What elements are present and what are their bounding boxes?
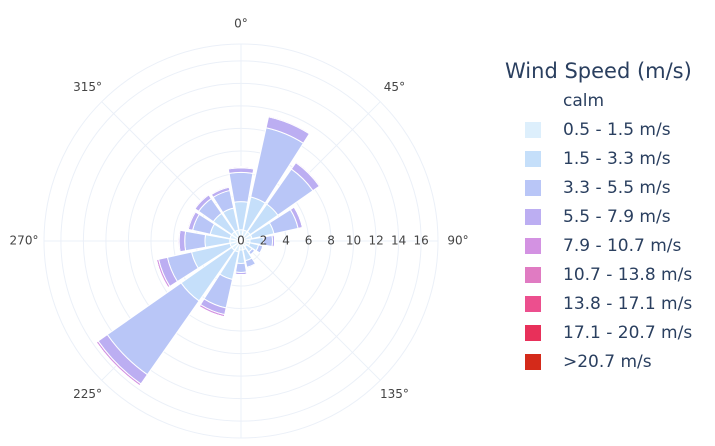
angular-tick-label: 225° [73, 387, 102, 401]
angular-tick-label: 270° [10, 234, 39, 248]
legend-label: 5.5 - 7.9 m/s [563, 207, 671, 227]
legend-label: calm [563, 91, 604, 111]
legend-label: 1.5 - 3.3 m/s [563, 149, 671, 169]
legend-label: >20.7 m/s [563, 352, 652, 372]
wind-bar [155, 259, 169, 288]
legend-title: Wind Speed (m/s) [505, 59, 692, 83]
wind-bar [296, 161, 321, 186]
wind-bar [178, 229, 187, 253]
angular-tick-label: 315° [73, 80, 102, 94]
radial-tick-label: 12 [368, 234, 383, 248]
angular-tick-label: 90° [447, 234, 468, 248]
legend-swatch [525, 180, 541, 196]
wind-bar [198, 306, 225, 318]
legend: calm 0.5 - 1.5 m/s 1.5 - 3.3 m/s 3.3 - 5.5 … [525, 91, 692, 372]
legend-swatch [525, 238, 541, 254]
legend-swatch [525, 354, 541, 370]
legend-label: 7.9 - 10.7 m/s [563, 236, 682, 256]
bars [95, 115, 321, 387]
angular-tick-label: 0° [234, 17, 248, 31]
wind-bar [235, 273, 247, 276]
legend-swatch [525, 296, 541, 312]
legend-swatch [525, 122, 541, 138]
wind-bar [234, 262, 248, 274]
wind-bar [186, 211, 195, 230]
angular-grid [240, 240, 381, 381]
legend-swatch [525, 209, 541, 225]
legend-swatch [525, 151, 541, 167]
wind-bar [228, 171, 254, 203]
radial-tick-label: 8 [327, 234, 335, 248]
angular-tick-label: 135° [380, 387, 409, 401]
wind-bar [268, 115, 311, 134]
wind-bar [184, 230, 207, 252]
radial-tick-label: 4 [282, 234, 290, 248]
angular-tick-label: 45° [384, 80, 405, 94]
radial-tick-label: 6 [305, 234, 313, 248]
radial-tick-label: 10 [346, 234, 361, 248]
legend-label: 17.1 - 20.7 m/s [563, 323, 692, 343]
radial-tick-label: 2 [260, 234, 268, 248]
legend-label: 3.3 - 5.5 m/s [563, 178, 671, 198]
legend-label: 0.5 - 1.5 m/s [563, 120, 671, 140]
legend-swatch [525, 325, 541, 341]
legend-swatch [525, 267, 541, 283]
radial-tick-label: 14 [391, 234, 406, 248]
radial-tick-label: 0 [237, 234, 245, 248]
wind-bar [273, 235, 276, 247]
radial-tick-label: 16 [413, 234, 428, 248]
legend-label: 13.8 - 17.1 m/s [563, 294, 692, 314]
labels: 02468101214160°45°90°135°180°225°270°315… [10, 17, 469, 401]
legend-label: 10.7 - 13.8 m/s [563, 265, 692, 285]
